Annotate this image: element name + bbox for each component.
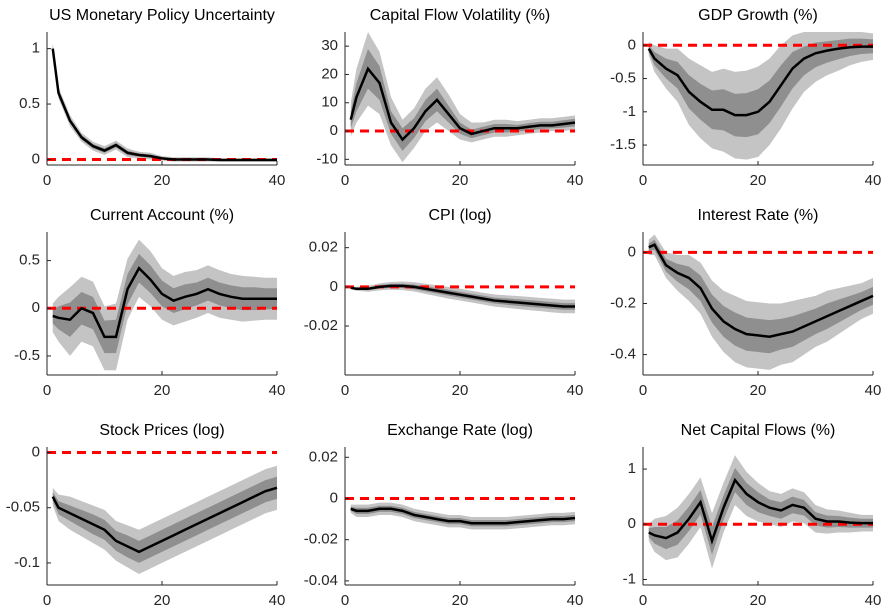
x-tick-label: 20 xyxy=(452,592,469,609)
y-tick-label: -0.4 xyxy=(610,346,636,363)
x-tick-label: 40 xyxy=(567,382,584,399)
x-tick-label: 40 xyxy=(865,382,882,399)
y-tick-label: -0.2 xyxy=(610,294,636,311)
response-line xyxy=(51,486,278,554)
x-tick-label: 0 xyxy=(341,172,349,189)
x-tick-label: 20 xyxy=(750,172,767,189)
chart-title: GDP Growth (%) xyxy=(698,7,818,24)
y-tick-label: 0 xyxy=(32,150,40,167)
y-tick-label: -0.5 xyxy=(14,347,40,364)
panel: US Monetary Policy Uncertainty 0 0.5 1 0 20 40 xyxy=(19,7,285,189)
response-line xyxy=(350,507,576,525)
chart-title: Interest Rate (%) xyxy=(698,207,819,224)
y-tick-label: 0 xyxy=(32,299,40,316)
chart-title: Current Account (%) xyxy=(90,207,234,224)
y-tick-label: 0.02 xyxy=(309,448,338,465)
y-tick-label: -1 xyxy=(623,570,636,587)
panel: GDP Growth (%) -1.5 -1 -0.5 0 0 20 40 xyxy=(610,7,881,189)
y-tick-label: 0.5 xyxy=(19,252,40,269)
x-tick-label: 40 xyxy=(567,172,584,189)
x-tick-label: 20 xyxy=(154,592,171,609)
y-tick-label: -0.5 xyxy=(610,70,636,87)
panel: Exchange Rate (log) -0.04 -0.02 0 0.02 0 20 40 xyxy=(304,422,584,609)
x-tick-label: 20 xyxy=(452,382,469,399)
x-tick-label: 0 xyxy=(639,592,647,609)
response-line xyxy=(648,477,873,545)
chart-title: Net Capital Flows (%) xyxy=(681,422,836,439)
x-tick-label: 20 xyxy=(750,592,767,609)
y-tick-label: -0.02 xyxy=(304,531,338,548)
x-tick-label: 40 xyxy=(269,592,286,609)
confidence-band xyxy=(52,253,277,354)
x-tick-label: 0 xyxy=(43,592,51,609)
x-tick-label: 0 xyxy=(639,172,647,189)
x-tick-label: 40 xyxy=(865,592,882,609)
response-line xyxy=(52,266,277,339)
y-tick-label: 0.02 xyxy=(309,239,338,256)
confidence-band xyxy=(648,234,873,370)
y-tick-label: 0 xyxy=(330,278,338,295)
x-tick-label: 20 xyxy=(154,382,171,399)
y-tick-label: 0 xyxy=(628,515,636,532)
y-tick-label: 0 xyxy=(32,443,40,460)
confidence-band xyxy=(648,38,873,138)
panel: Stock Prices (log) -0.1 -0.05 0 0 20 40 xyxy=(6,422,286,609)
y-tick-label: -0.05 xyxy=(6,499,40,516)
x-tick-label: 40 xyxy=(269,172,286,189)
y-tick-label: -1.5 xyxy=(610,136,636,153)
y-tick-label: -0.1 xyxy=(14,554,40,571)
response-line xyxy=(349,66,576,142)
confidence-band xyxy=(350,48,575,151)
x-tick-label: 40 xyxy=(567,592,584,609)
y-tick-label: 0 xyxy=(330,489,338,506)
x-tick-label: 40 xyxy=(865,172,882,189)
y-tick-label: -1 xyxy=(623,103,636,120)
y-tick-label: 10 xyxy=(321,94,338,111)
chart-title: Capital Flow Volatility (%) xyxy=(370,7,551,24)
x-tick-label: 0 xyxy=(639,382,647,399)
y-tick-label: 0 xyxy=(628,243,636,260)
chart-title: CPI (log) xyxy=(428,207,491,224)
y-tick-label: 0.5 xyxy=(19,95,40,112)
y-tick-label: 1 xyxy=(32,40,40,57)
y-tick-label: 0 xyxy=(628,36,636,53)
y-tick-label: -0.02 xyxy=(304,317,338,334)
x-tick-label: 40 xyxy=(269,382,286,399)
y-tick-label: 0 xyxy=(330,122,338,139)
confidence-band xyxy=(52,476,277,563)
panel: Current Account (%) -0.5 0 0.5 0 20 40 xyxy=(14,207,285,399)
y-tick-label: -0.04 xyxy=(304,572,338,589)
confidence-band xyxy=(648,239,873,354)
panel: Interest Rate (%) -0.4 -0.2 0 0 20 40 xyxy=(610,207,881,399)
y-tick-label: 20 xyxy=(321,65,338,82)
response-line xyxy=(51,48,277,162)
confidence-band xyxy=(52,43,277,162)
chart-title: Exchange Rate (log) xyxy=(387,422,533,439)
response-line xyxy=(648,243,874,338)
x-tick-label: 20 xyxy=(750,382,767,399)
response-line xyxy=(647,45,873,117)
x-tick-label: 20 xyxy=(452,172,469,189)
x-tick-label: 0 xyxy=(43,172,51,189)
chart-title: Stock Prices (log) xyxy=(99,422,224,439)
y-tick-label: 1 xyxy=(628,460,636,477)
x-tick-label: 0 xyxy=(341,382,349,399)
confidence-band xyxy=(52,465,277,574)
confidence-band xyxy=(648,467,873,555)
panel: CPI (log) -0.02 0 0.02 0 20 40 xyxy=(304,207,584,399)
x-tick-label: 20 xyxy=(154,172,171,189)
chart-title: US Monetary Policy Uncertainty xyxy=(49,7,275,24)
y-tick-label: -10 xyxy=(316,150,338,167)
x-tick-label: 0 xyxy=(341,592,349,609)
y-tick-label: 30 xyxy=(321,37,338,54)
response-line xyxy=(350,284,575,308)
x-tick-label: 0 xyxy=(43,382,51,399)
